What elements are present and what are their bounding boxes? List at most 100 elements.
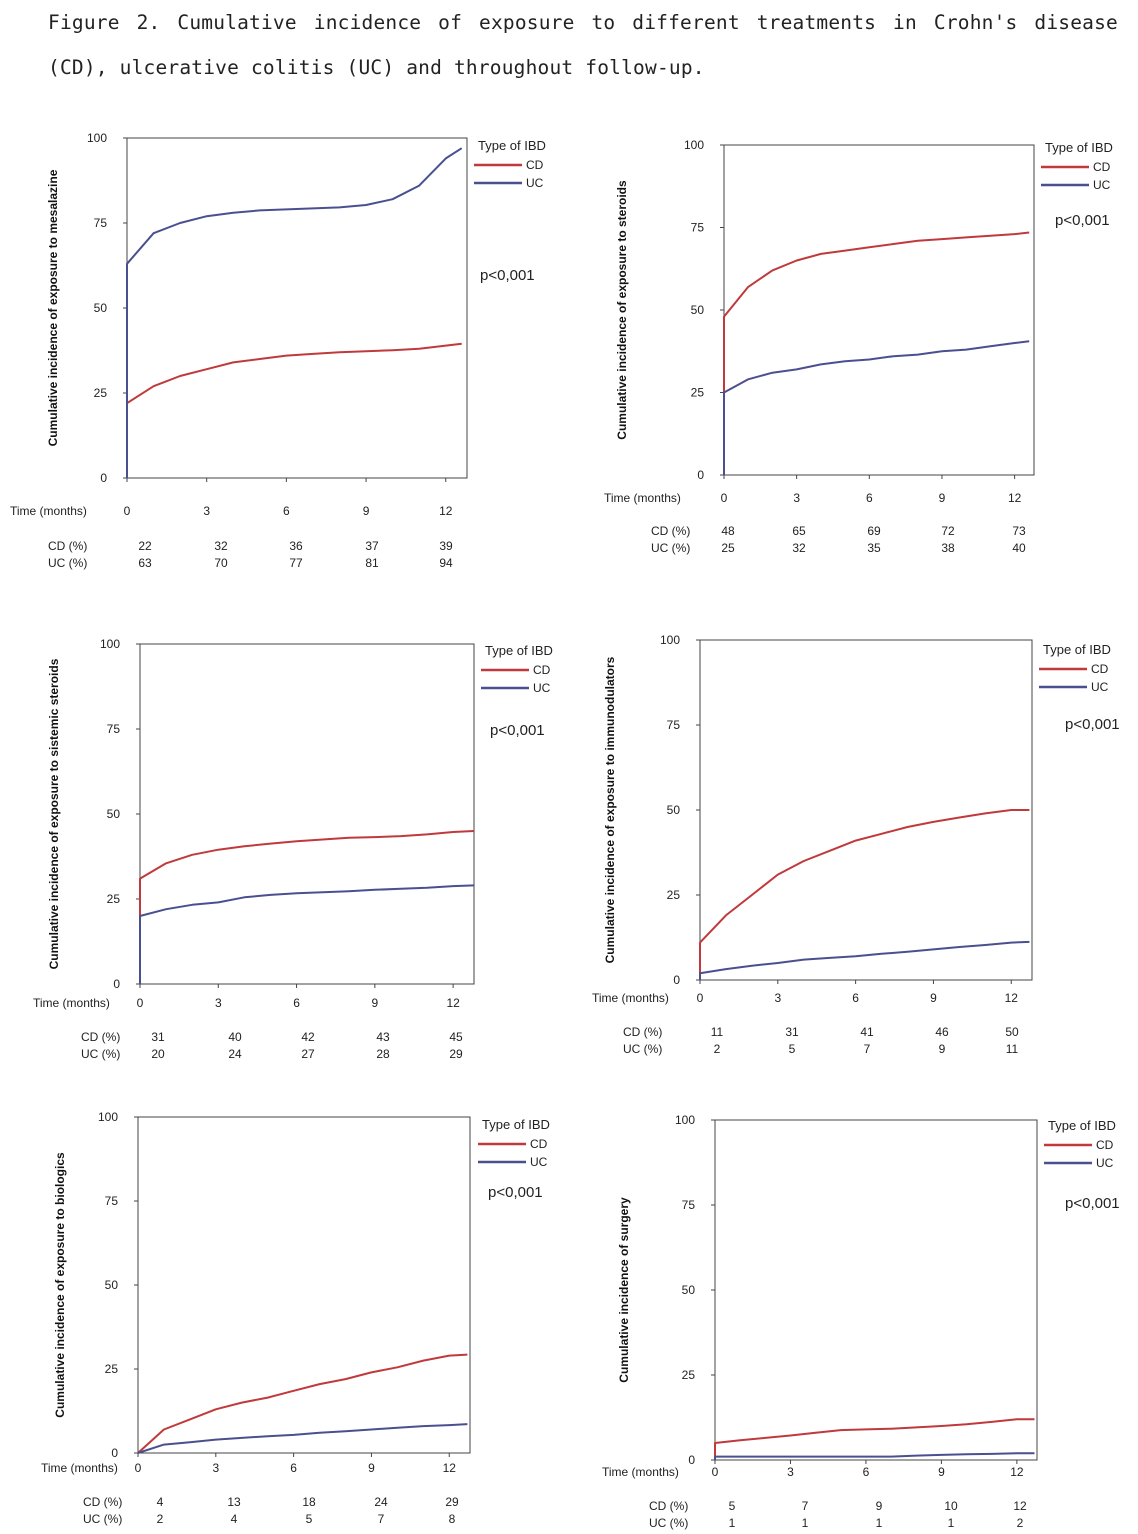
chart-sistemic-steroids: 0 25 50 75 100 0 3 6 9 12 Time (months) Cumulative … (33, 637, 553, 1061)
x-tick-label: 9 (938, 1465, 945, 1479)
risk-value-uc: 1 (876, 1516, 883, 1530)
x-axis-label: Time (months) (602, 1465, 679, 1479)
risk-value-uc: 7 (378, 1512, 385, 1526)
x-tick-label: 6 (863, 1465, 870, 1479)
risk-value-uc: 28 (376, 1047, 390, 1061)
x-tick-label: 3 (787, 1465, 794, 1479)
x-axis-label: Time (months) (604, 491, 681, 505)
risk-value-uc: 1 (802, 1516, 809, 1530)
y-tick-label: 25 (105, 1362, 119, 1376)
x-tick-label: 12 (1008, 491, 1022, 505)
risk-value-uc: 2 (157, 1512, 164, 1526)
legend-item-uc: UC (1096, 1156, 1114, 1170)
risk-value-cd: 40 (228, 1030, 242, 1044)
x-tick-label: 9 (368, 1461, 375, 1475)
x-tick-label: 12 (1005, 991, 1019, 1005)
legend-item-uc: UC (1093, 178, 1111, 192)
series-line-cd (137, 1353, 468, 1454)
legend-title: Type of IBD (1045, 140, 1113, 155)
x-tick-label: 3 (215, 996, 222, 1010)
series-line-uc (723, 340, 1030, 475)
risk-value-cd: 50 (1005, 1025, 1019, 1039)
y-axis-label: Cumulative incidence of exposure to ster… (615, 180, 629, 440)
risk-value-cd: 5 (729, 1499, 736, 1513)
y-tick-label: 25 (691, 386, 705, 400)
x-axis-label: Time (months) (10, 504, 87, 518)
x-tick-label: 9 (363, 504, 370, 518)
risk-value-uc: 94 (439, 556, 453, 570)
risk-value-cd: 42 (301, 1030, 315, 1044)
legend-item-uc: UC (530, 1155, 548, 1169)
y-tick-label: 100 (87, 131, 107, 145)
risk-value-cd: 65 (792, 524, 806, 538)
legend-title: Type of IBD (1043, 642, 1111, 657)
y-tick-label: 75 (691, 221, 705, 235)
risk-row-label-cd: CD (%) (623, 1025, 662, 1039)
x-tick-label: 12 (1010, 1465, 1024, 1479)
y-tick-label: 50 (691, 303, 705, 317)
series-line-cd (699, 809, 1030, 980)
p-value: p<0,001 (1055, 212, 1110, 229)
y-tick-label: 100 (660, 633, 680, 647)
risk-value-uc: 1 (729, 1516, 736, 1530)
y-tick-label: 75 (94, 216, 108, 230)
x-tick-label: 6 (866, 491, 873, 505)
risk-value-cd: 12 (1013, 1499, 1027, 1513)
p-value: p<0,001 (480, 267, 535, 284)
y-tick-label: 75 (107, 722, 121, 736)
risk-row-label-uc: UC (%) (651, 541, 690, 555)
y-tick-label: 75 (682, 1198, 696, 1212)
risk-value-cd: 39 (439, 539, 453, 553)
legend-title: Type of IBD (485, 643, 553, 658)
risk-value-cd: 48 (721, 524, 735, 538)
risk-value-uc: 4 (231, 1512, 238, 1526)
y-tick-label: 25 (107, 892, 121, 906)
risk-value-cd: 31 (151, 1030, 165, 1044)
risk-value-uc: 29 (449, 1047, 463, 1061)
x-tick-label: 0 (721, 491, 728, 505)
x-tick-label: 3 (203, 504, 210, 518)
risk-value-uc: 5 (306, 1512, 313, 1526)
p-value: p<0,001 (1065, 1195, 1120, 1212)
risk-row-label-cd: CD (%) (48, 539, 87, 553)
risk-value-uc: 7 (864, 1042, 871, 1056)
risk-value-cd: 36 (289, 539, 303, 553)
risk-value-uc: 9 (939, 1042, 946, 1056)
figure-title: Figure 2. Cumulative incidence of exposu… (48, 11, 1118, 79)
plot-frame (723, 144, 1035, 476)
series-line-uc (699, 940, 1030, 980)
risk-row-label-uc: UC (%) (623, 1042, 662, 1056)
y-tick-label: 25 (94, 386, 108, 400)
x-tick-label: 0 (697, 991, 704, 1005)
risk-row-label-uc: UC (%) (83, 1512, 122, 1526)
risk-value-uc: 1 (948, 1516, 955, 1530)
risk-row-label-uc: UC (%) (649, 1516, 688, 1530)
plot-frame (714, 1119, 1038, 1461)
x-axis-label: Time (months) (33, 996, 110, 1010)
x-tick-label: 6 (283, 504, 290, 518)
y-tick-label: 0 (697, 468, 704, 482)
legend-item-cd: CD (1096, 1138, 1114, 1152)
series-line-cd (126, 342, 462, 478)
plot-frame (139, 643, 475, 985)
risk-value-cd: 4 (157, 1495, 164, 1509)
series-line-uc (137, 1423, 468, 1454)
risk-value-uc: 2 (1017, 1516, 1024, 1530)
risk-value-cd: 10 (944, 1499, 958, 1513)
y-tick-label: 50 (107, 807, 121, 821)
x-tick-label: 12 (446, 996, 460, 1010)
x-tick-label: 0 (124, 504, 131, 518)
risk-value-cd: 72 (941, 524, 955, 538)
legend-title: Type of IBD (482, 1117, 550, 1132)
y-tick-label: 0 (673, 973, 680, 987)
y-axis-label: Cumulative incidence of exposure to biol… (53, 1152, 67, 1418)
legend-item-uc: UC (526, 176, 544, 190)
legend-item-cd: CD (533, 663, 551, 677)
risk-value-uc: 2 (714, 1042, 721, 1056)
risk-value-uc: 32 (792, 541, 806, 555)
risk-value-cd: 41 (860, 1025, 874, 1039)
